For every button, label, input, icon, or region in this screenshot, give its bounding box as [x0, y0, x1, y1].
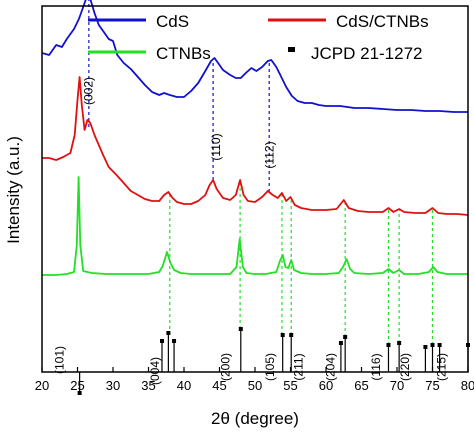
reference-marker-1 [159, 339, 164, 343]
legend-swatch-jcpd [288, 47, 295, 52]
reference-marker-6 [289, 333, 294, 337]
legend-label-jcpd: JCPD 21-1272 [311, 44, 423, 63]
miller-label-112: (112) [263, 141, 277, 168]
x-tick-label-60: 60 [319, 378, 333, 393]
miller-labels: (002) (110) (112) (101) (004) (200) (105) (211)… [52, 77, 448, 385]
reference-marker-9 [386, 343, 391, 347]
x-tick-label-45: 45 [212, 378, 226, 393]
reference-marker-12 [430, 343, 435, 347]
legend-label-cds-ctnbs: CdS/CTNBs [336, 12, 429, 31]
legend: CdS CdS/CTNBs CTNBs JCPD 21-1272 [88, 12, 429, 63]
miller-label-200: (200) [218, 353, 232, 381]
reference-marker-5 [280, 333, 285, 337]
series-line-ctnbs [42, 176, 468, 276]
reference-marker-10 [397, 341, 402, 345]
x-tick-label-65: 65 [354, 378, 368, 393]
reference-marker-2 [166, 331, 171, 335]
x-tick-label-30: 30 [106, 378, 120, 393]
miller-label-220: (220) [398, 353, 412, 381]
series-line-cds [41, 0, 468, 113]
miller-label-211: (211) [292, 353, 306, 380]
x-tick-label-80: 80 [461, 378, 474, 393]
reference-marker-8 [343, 335, 348, 339]
legend-label-ctnbs: CTNBs [156, 44, 211, 63]
x-axis-label: 2θ (degree) [211, 409, 299, 428]
series-lines [41, 0, 469, 276]
x-tick-label-35: 35 [141, 378, 155, 393]
x-tick-label-70: 70 [390, 378, 404, 393]
y-axis-label: Intensity (a.u.) [4, 136, 23, 244]
x-tick-label-75: 75 [425, 378, 439, 393]
reference-marker-11 [423, 345, 428, 349]
reference-marker-13 [437, 343, 442, 347]
miller-label-215: (215) [434, 353, 448, 381]
miller-label-004: (004) [148, 357, 162, 385]
x-axis-ticks: 20 25 30 35 40 45 50 55 60 65 70 75 80 [35, 367, 474, 393]
miller-label-101: (101) [52, 346, 66, 374]
reference-marker-4 [238, 327, 243, 331]
legend-label-cds: CdS [156, 12, 189, 31]
x-tick-label-20: 20 [35, 378, 49, 393]
miller-label-002: (002) [81, 77, 95, 105]
miller-label-110: (110) [209, 133, 223, 160]
reference-marker-3 [172, 339, 177, 343]
x-tick-label-40: 40 [177, 378, 191, 393]
miller-label-204: (204) [324, 353, 338, 381]
x-tick-label-55: 55 [283, 378, 297, 393]
series-line-cds-ctnbs [42, 76, 469, 216]
reference-marker-7 [338, 341, 343, 345]
x-tick-label-50: 50 [248, 378, 262, 393]
miller-label-105: (105) [263, 353, 277, 381]
x-tick-label-25: 25 [70, 378, 84, 393]
miller-label-116: (116) [369, 353, 383, 380]
reference-marker-0 [77, 391, 82, 395]
